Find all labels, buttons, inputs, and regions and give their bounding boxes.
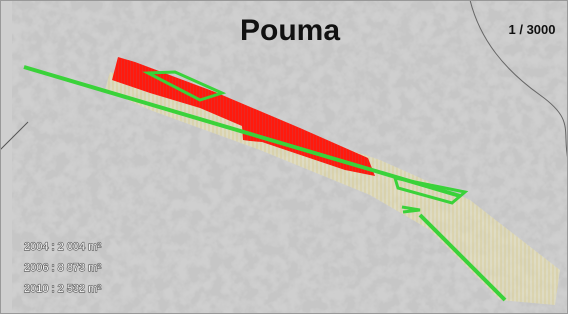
map-scale: 1 / 3000: [509, 22, 556, 37]
legend-entry: 2010 : 2 532 m²: [24, 283, 101, 295]
legend-entry: 2006 : 8 873 m²: [24, 262, 101, 274]
map: Pouma 1 / 3000 2004 : 2 004 m² 2006 : 8 …: [0, 0, 568, 314]
map-title: Pouma: [240, 14, 340, 47]
legend-entry: 2004 : 2 004 m²: [24, 241, 101, 253]
